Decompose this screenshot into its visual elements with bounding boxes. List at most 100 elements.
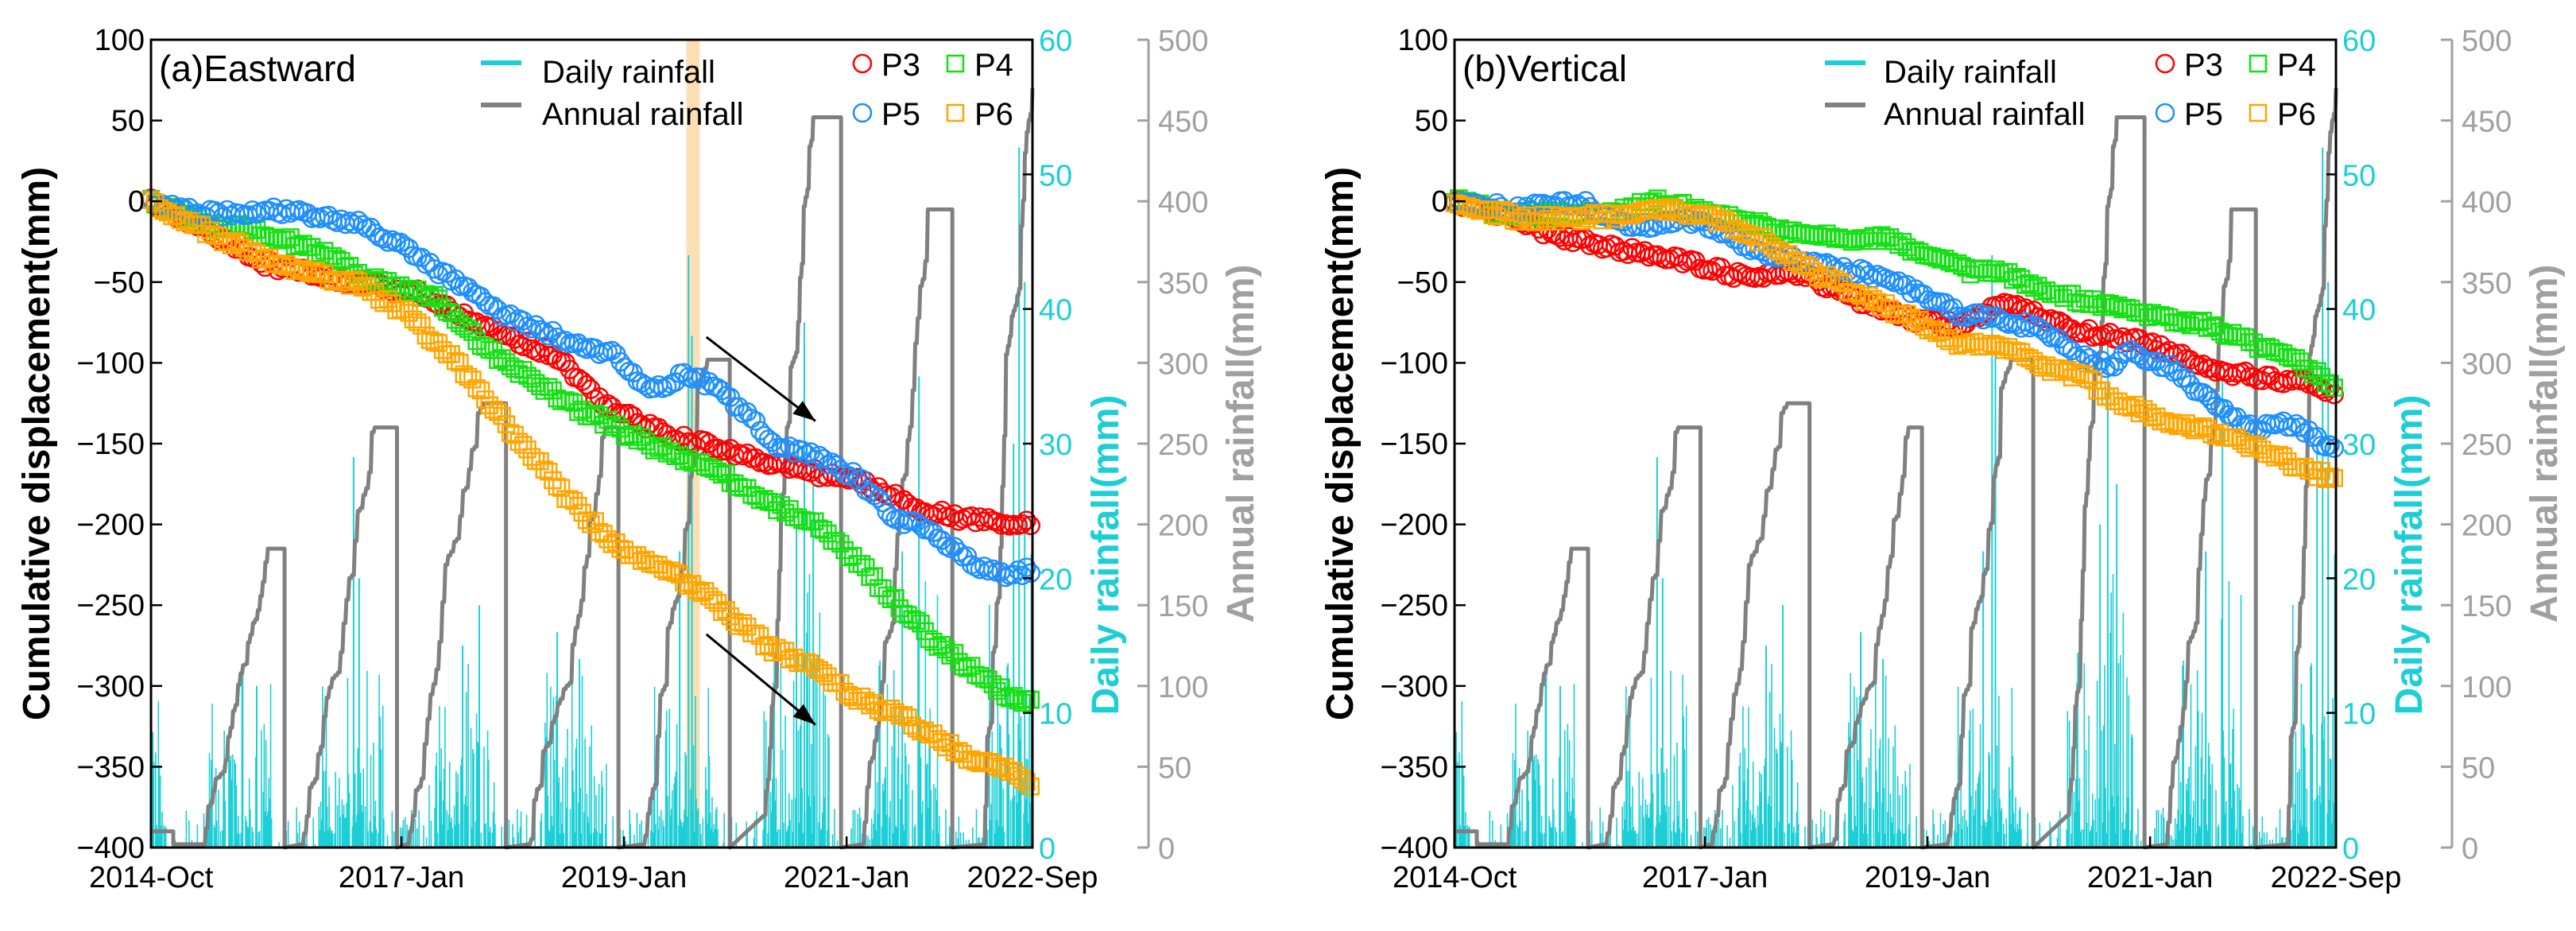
data-point: [1008, 560, 1028, 580]
data-point: [530, 343, 550, 363]
data-point: [1978, 305, 1997, 326]
x-tick-label: 2014-Oct: [89, 861, 214, 894]
y-tick-label: −300: [76, 670, 145, 704]
y-tick-label: 0: [1431, 185, 1448, 219]
daily-tick-label: 40: [2342, 294, 2376, 328]
y-axis-label: Cumulative displacement(mm): [1319, 167, 1362, 720]
legend-label-p5: P5: [881, 97, 920, 132]
x-tick-label: 2022-Sep: [967, 861, 1098, 894]
data-point: [2036, 324, 2057, 343]
data-point: [2324, 438, 2345, 458]
data-point: [1017, 510, 1036, 530]
annual-tick-label: 50: [2462, 751, 2495, 785]
daily-tick-label: 30: [2342, 429, 2376, 462]
legend-daily-label: Daily rainfall: [1884, 55, 2057, 90]
x-tick-label: 2021-Jan: [2087, 861, 2213, 894]
annual-tick-label: 400: [2462, 186, 2512, 219]
data-point: [2321, 467, 2339, 486]
y-tick-label: −150: [1380, 428, 1448, 461]
y-tick-label: 0: [128, 185, 145, 219]
annual-tick-label: 350: [2462, 267, 2512, 301]
y-tick-label: −400: [1380, 832, 1448, 865]
y-axis-label: Cumulative displacement(mm): [16, 167, 58, 720]
x-tick-label: 2019-Jan: [561, 861, 687, 894]
daily-tick-label: 50: [2342, 159, 2376, 192]
data-point: [2321, 374, 2339, 393]
x-tick-label: 2017-Jan: [1642, 861, 1768, 894]
y-tick-label: −50: [94, 266, 145, 300]
x-tick-label: 2021-Jan: [784, 861, 909, 894]
data-point: [339, 211, 360, 231]
data-point: [2290, 417, 2311, 437]
legend-annual-label: Annual rainfall: [1884, 97, 2086, 132]
annual-tick-label: 450: [2462, 106, 2512, 139]
annual-tick-label: 450: [1158, 106, 1208, 139]
x-tick-label: 2022-Sep: [2271, 861, 2402, 894]
legend-annual-label: Annual rainfall: [542, 97, 744, 132]
panel-title: (b)Vertical: [1462, 48, 1627, 89]
trend-arrow: [705, 336, 816, 422]
annual-tick-label: 100: [2462, 671, 2512, 704]
data-point: [1017, 557, 1036, 577]
arrow-head-icon: [792, 704, 815, 725]
data-point: [2218, 405, 2238, 425]
data-point: [974, 557, 994, 576]
daily-tick-label: 0: [2342, 832, 2359, 866]
annual-axis-label: Annual rainfall(mm): [1220, 265, 1262, 623]
data-point: [534, 322, 555, 342]
data-point: [517, 316, 537, 336]
series-p5: [141, 189, 1041, 588]
annual-tick-label: 150: [1158, 590, 1208, 623]
data-point: [556, 331, 575, 351]
daily-tick-label: 30: [1039, 429, 1072, 462]
daily-tick-label: 20: [2342, 563, 2376, 596]
data-point: [818, 455, 838, 475]
data-point: [521, 319, 542, 339]
daily-tick-label: 10: [1039, 698, 1072, 731]
legend-label-p5: P5: [2184, 97, 2223, 132]
annual-tick-label: 400: [1158, 186, 1208, 219]
y-tick-label: 50: [111, 105, 145, 138]
y-tick-label: −300: [1380, 670, 1448, 704]
data-point: [2070, 349, 2090, 370]
data-point: [217, 200, 238, 220]
y-tick-label: −400: [76, 832, 145, 865]
y-tick-label: −150: [76, 428, 145, 461]
legend-label-p3: P3: [881, 48, 920, 83]
y-tick-label: −50: [1397, 266, 1448, 300]
data-point: [873, 492, 893, 513]
annual-tick-label: 200: [2462, 510, 2512, 543]
y-tick-label: −250: [1380, 589, 1448, 623]
data-point: [1901, 283, 1921, 304]
daily-tick-label: 20: [1039, 563, 1072, 596]
data-point: [2020, 317, 2039, 338]
data-point: [746, 411, 766, 431]
legend-marker-p4: [2249, 54, 2268, 73]
data-point: [2320, 435, 2340, 455]
y-tick-label: −350: [76, 751, 145, 784]
legend-marker-p6: [946, 103, 965, 122]
data-point: [707, 438, 728, 459]
data-point: [1021, 563, 1041, 583]
legend-label-p4: P4: [974, 48, 1013, 83]
legend-marker-p5: [2155, 103, 2175, 123]
annual-tick-label: 200: [1158, 510, 1208, 543]
data-point: [868, 488, 889, 508]
data-point: [576, 374, 597, 395]
data-point: [1021, 515, 1041, 536]
x-tick-label: 2017-Jan: [339, 861, 464, 894]
annual-tick-label: 50: [1158, 751, 1191, 785]
daily-axis-label: Daily rainfall(mm): [2388, 395, 2431, 716]
daily-tick-label: 0: [1039, 832, 1056, 866]
y-tick-label: −100: [76, 347, 145, 380]
data-point: [1021, 690, 1040, 709]
daily-tick-label: 60: [2342, 25, 2376, 58]
annual-tick-label: 300: [1158, 347, 1208, 381]
panel-vertical: −400−350−300−250−200−150−100−50050100201…: [1319, 24, 2566, 894]
x-tick-label: 2014-Oct: [1393, 861, 1517, 894]
data-point: [424, 258, 444, 279]
legend-marker-p6: [2249, 103, 2268, 122]
data-point: [851, 469, 872, 489]
data-point: [513, 336, 533, 356]
annual-tick-label: 500: [1158, 25, 1208, 58]
